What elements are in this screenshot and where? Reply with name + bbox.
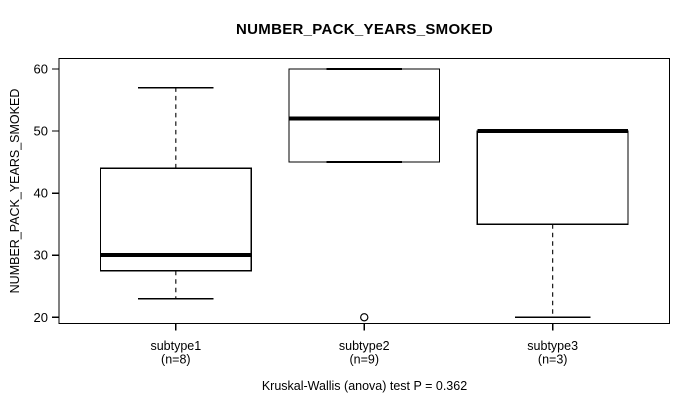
x-group-label: subtype2 [339,339,390,353]
box-iqr [288,68,441,163]
boxplot-group-subtype2: subtype2(n=9) [288,68,441,367]
y-tick-label: 20 [34,310,48,325]
y-tick-label: 40 [34,186,48,201]
y-axis-label: NUMBER_PACK_YEARS_SMOKED [8,88,22,294]
boxplot-group-subtype3: subtype3(n=3) [476,129,629,367]
x-group-label: subtype3 [527,339,578,353]
x-group-sublabel: (n=3) [538,353,568,367]
y-tick-label: 50 [34,124,48,139]
y-tick-label: 30 [34,248,48,263]
boxplot-group-subtype1: subtype1(n=8) [99,86,252,367]
outlier-point [360,313,369,322]
x-group-sublabel: (n=9) [349,353,379,367]
x-group-label: subtype1 [150,339,201,353]
box-iqr [476,130,629,225]
y-tick-label: 60 [34,62,48,77]
stat-test-caption: Kruskal-Wallis (anova) test P = 0.362 [261,379,468,393]
chart-title: NUMBER_PACK_YEARS_SMOKED [236,21,493,38]
x-group-sublabel: (n=8) [161,353,191,367]
